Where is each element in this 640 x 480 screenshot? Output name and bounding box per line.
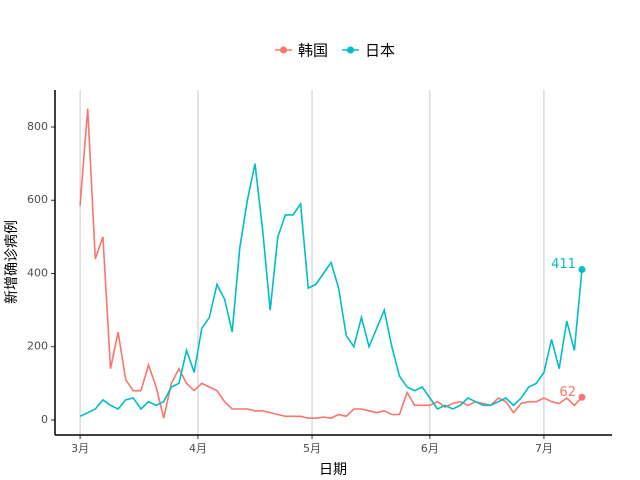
end-point [578,265,586,273]
y-tick-label: 200 [27,340,48,353]
legend-point [347,46,355,54]
end-label: 411 [551,257,576,272]
end-label: 62 [559,385,576,400]
legend-label: 韩国 [298,42,328,60]
series-line [79,163,583,418]
x-tick-label: 6月 [421,442,439,455]
legend-point [280,46,287,54]
end-point [578,393,586,401]
x-tick-label: 5月 [303,442,321,455]
x-axis-label: 日期 [319,462,347,478]
y-tick-label: 800 [27,120,48,133]
y-tick-label: 400 [27,266,48,279]
x-tick-label: 7月 [535,442,553,455]
x-tick-label: 4月 [189,442,207,455]
series-line [79,108,583,419]
y-tick-label: 600 [27,193,48,206]
y-axis-label: 新增确诊病例 [4,220,20,304]
y-tick-label: 0 [41,413,48,426]
x-tick-label: 3月 [71,442,89,455]
legend-item: 日本 [342,42,395,60]
legend-label: 日本 [365,42,395,60]
legend-item: 韩国 [275,42,328,60]
